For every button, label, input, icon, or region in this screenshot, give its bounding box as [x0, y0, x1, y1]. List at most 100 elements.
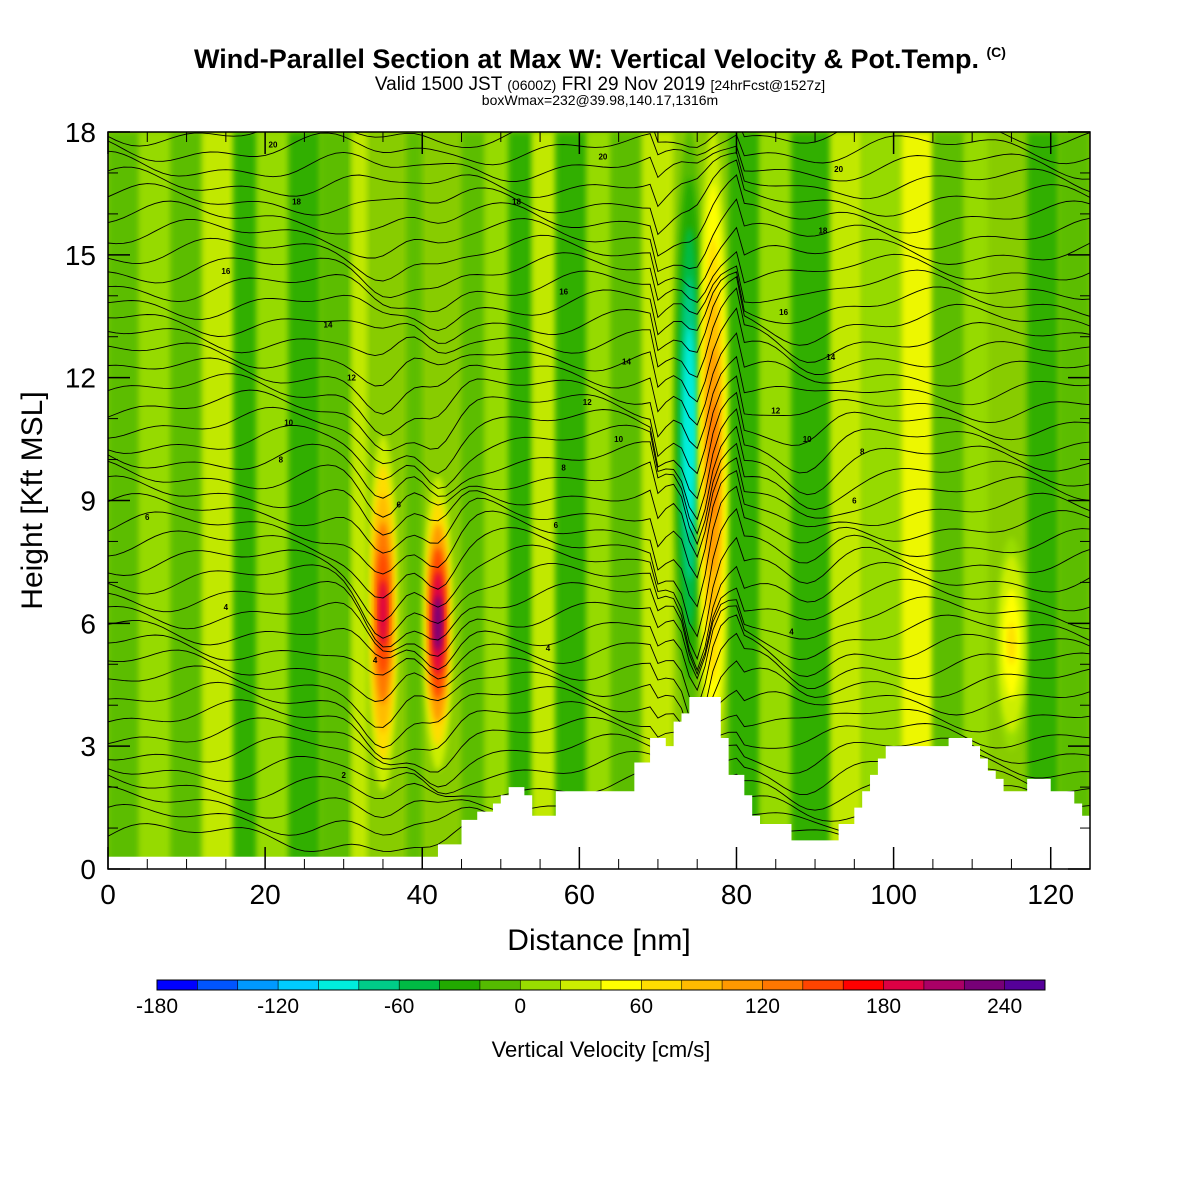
isentrope-line [108, 470, 1090, 579]
isentrope-label: 4 [789, 628, 794, 637]
velocity-band [485, 132, 509, 869]
velocity-band [233, 132, 258, 869]
isentrope-label: 8 [279, 456, 284, 465]
isentrope-line [108, 265, 1090, 319]
isentrope-line [108, 159, 1090, 236]
isentrope-line [108, 596, 1090, 680]
colorbar-swatch [358, 980, 400, 990]
isentrope-label: 10 [803, 435, 812, 444]
isentrope-line [108, 174, 1090, 257]
isentrope-line [108, 332, 1090, 426]
x-tick-label: 100 [870, 879, 917, 910]
colorbar-swatch [520, 980, 562, 990]
colorbar-swatch [278, 980, 319, 990]
colorbar-tick-label: 120 [745, 995, 780, 1018]
isentrope-line [108, 391, 1090, 500]
velocity-band [351, 132, 368, 869]
isentrope-line [108, 276, 1090, 353]
velocity-band [555, 132, 588, 869]
x-tick-label: 120 [1027, 879, 1074, 910]
velocity-band [406, 132, 423, 869]
y-tick-label: 18 [65, 117, 96, 148]
velocity-band [461, 132, 486, 869]
isentrope-line [108, 605, 1090, 692]
isentrope-label: 6 [396, 501, 401, 510]
isentrope-label: 12 [583, 398, 592, 407]
isentrope-label: 14 [826, 353, 835, 362]
colorbar-label: Vertical Velocity [cm/s] [492, 1037, 711, 1062]
velocity-band [320, 132, 352, 869]
isentrope-label: 12 [347, 374, 356, 383]
isentrope-line [108, 408, 1090, 521]
colorbar-swatch [479, 980, 521, 990]
y-tick-label: 6 [80, 608, 96, 639]
colorbar: -180 -120 -60 0 60 120 180 240 Vertical Velocity… [136, 979, 1046, 1062]
valid-date: FRI 29 Nov 2019 [561, 74, 706, 95]
colorbar-swatch [883, 980, 925, 990]
isentrope-line [108, 287, 1090, 378]
isentrope-label: 4 [373, 656, 378, 665]
velocity-band [139, 132, 171, 869]
valid-utc: (0600Z) [507, 77, 557, 93]
isentrope-label: 6 [145, 513, 150, 522]
colorbar-swatch [641, 980, 683, 990]
velocity-band [257, 132, 289, 869]
y-tick-label: 15 [65, 240, 96, 271]
isentrope-label: 12 [771, 406, 780, 415]
isentrope-line [108, 614, 1090, 710]
colorbar-tick-label: 60 [630, 995, 653, 1018]
velocity-band [508, 132, 533, 869]
isentrope-line [108, 561, 1090, 672]
colorbar-swatch [802, 980, 844, 990]
isentrope-label: 16 [559, 288, 568, 297]
isentrope-label: 14 [324, 320, 333, 329]
velocity-band [170, 132, 203, 869]
isentrope-label: 10 [614, 435, 623, 444]
forecast-label: [24hrFcst@1527z] [710, 77, 826, 93]
colorbar-swatch [399, 980, 441, 990]
x-tick-label: 80 [721, 879, 752, 910]
isentrope-line [108, 733, 1090, 798]
isentrope-line [108, 152, 1090, 208]
y-axis-label: Height [Kft MSL] [16, 391, 49, 609]
y-tick-label: 9 [80, 486, 96, 517]
chart-title-text: Wind-Parallel Section at Max W: Vertical… [194, 44, 979, 74]
isentrope-line [108, 425, 1090, 535]
colorbar-swatch [681, 980, 723, 990]
isentrope-line [108, 457, 1090, 559]
isentrope-line [108, 355, 1090, 450]
isentrope-line [108, 578, 1090, 676]
colorbar-tick-label: 0 [514, 995, 526, 1018]
isentrope-line [108, 375, 1090, 475]
isentrope-line [108, 660, 1090, 749]
isentrope-line [108, 198, 1090, 273]
isentrope-label: 4 [224, 603, 229, 612]
y-tick-label: 12 [65, 363, 96, 394]
isentrope-line [108, 250, 1090, 303]
isentrope-label: 10 [284, 419, 293, 428]
x-tick-label: 20 [250, 879, 281, 910]
terrain-area [422, 697, 1090, 869]
colorbar-tick-label: 240 [987, 995, 1022, 1018]
x-tick-label: 40 [407, 879, 438, 910]
y-tick-label: 3 [80, 731, 96, 762]
velocity-feature [708, 400, 718, 519]
colorbar-swatch [601, 980, 642, 990]
colorbar-swatch [439, 980, 481, 990]
velocity-band [791, 132, 831, 869]
isentrope-label: 18 [818, 226, 827, 235]
isentrope-label: 4 [546, 644, 551, 653]
isentrope-line [108, 132, 1090, 166]
isentrope-label: 16 [779, 308, 788, 317]
boxwmax-label: boxWmax=232@39.98,140.17,1316m [481, 92, 719, 108]
isentrope-line [108, 485, 1090, 608]
velocity-band [532, 132, 556, 869]
velocity-feature [1007, 622, 1016, 665]
isentrope-line [108, 442, 1090, 546]
colorbar-swatch [762, 980, 804, 990]
colorbar-swatch [923, 980, 965, 990]
colorbar-swatch [237, 980, 279, 990]
isentrope-label: 20 [598, 153, 607, 162]
isentrope-label: 2 [341, 771, 346, 780]
